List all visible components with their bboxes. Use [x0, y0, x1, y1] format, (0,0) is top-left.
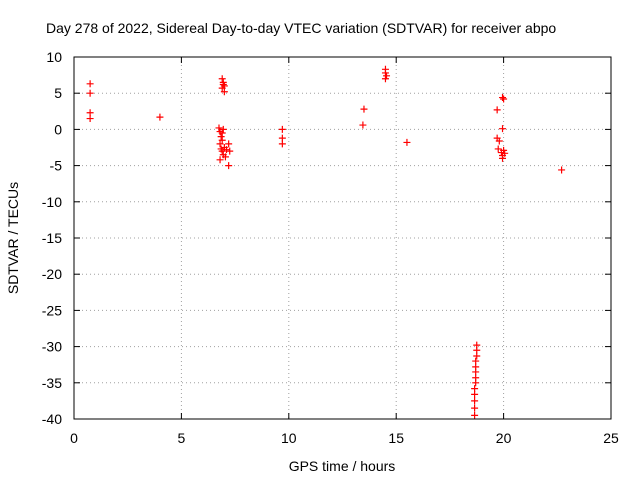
data-point — [218, 136, 226, 144]
data-point — [473, 352, 481, 360]
data-point — [360, 105, 368, 113]
data-point — [225, 162, 233, 170]
data-point — [225, 140, 233, 148]
data-point — [495, 137, 503, 145]
x-tick-label: 15 — [388, 430, 404, 446]
data-point — [86, 115, 94, 123]
data-point — [216, 140, 224, 148]
data-point — [471, 411, 479, 419]
data-point — [221, 153, 229, 161]
data-point — [500, 95, 508, 103]
data-point — [220, 88, 228, 96]
data-point — [493, 106, 501, 114]
data-point — [218, 84, 226, 92]
data-point — [86, 89, 94, 97]
data-point — [403, 138, 411, 146]
y-tick-label: -20 — [42, 266, 62, 282]
grid-lines — [74, 57, 611, 419]
y-tick-label: -10 — [42, 194, 62, 210]
y-tick-label: -35 — [42, 375, 62, 391]
data-point — [499, 154, 507, 162]
data-point — [278, 125, 286, 133]
data-point — [218, 75, 226, 83]
y-tick-label: 0 — [54, 121, 62, 137]
data-points — [86, 65, 566, 419]
y-tick-label: -40 — [42, 411, 62, 427]
data-point — [223, 146, 231, 154]
data-point — [278, 140, 286, 148]
y-tick-label: 10 — [46, 49, 62, 65]
y-tick-label: -15 — [42, 230, 62, 246]
y-tick-label: -5 — [50, 158, 63, 174]
axis-ticks — [73, 56, 612, 420]
data-point — [472, 379, 480, 387]
data-point — [218, 129, 226, 137]
x-tick-label: 25 — [603, 430, 619, 446]
data-point — [381, 75, 389, 83]
y-tick-label: -30 — [42, 339, 62, 355]
data-point — [215, 124, 223, 132]
data-point — [219, 81, 227, 89]
x-tick-label: 10 — [281, 430, 297, 446]
tick-labels: 0 5 10 15 20 25 10 5 0 -5 -10 -15 -20 -25 -30 -35 -40 — [42, 49, 619, 446]
x-tick-label: 0 — [70, 430, 78, 446]
data-point — [217, 133, 225, 141]
data-point — [499, 94, 507, 102]
x-axis-label: GPS time / hours — [289, 458, 396, 474]
data-point — [471, 404, 479, 412]
data-point — [86, 80, 94, 88]
data-point — [558, 166, 566, 174]
y-tick-label: -25 — [42, 302, 62, 318]
chart-title: Day 278 of 2022, Sidereal Day-to-day VTE… — [46, 20, 556, 36]
data-point — [218, 147, 226, 155]
data-point — [156, 113, 164, 121]
data-point — [471, 390, 479, 398]
data-point — [471, 397, 479, 405]
data-point — [226, 147, 234, 155]
data-point — [494, 145, 502, 153]
data-point — [219, 125, 227, 133]
y-tick-label: 5 — [54, 85, 62, 101]
y-axis-label: SDTVAR / TECUs — [5, 182, 21, 294]
x-tick-label: 5 — [178, 430, 186, 446]
data-point — [499, 125, 507, 133]
data-point — [359, 121, 367, 129]
data-point — [216, 156, 224, 164]
x-tick-label: 20 — [496, 430, 512, 446]
data-point — [501, 149, 509, 157]
